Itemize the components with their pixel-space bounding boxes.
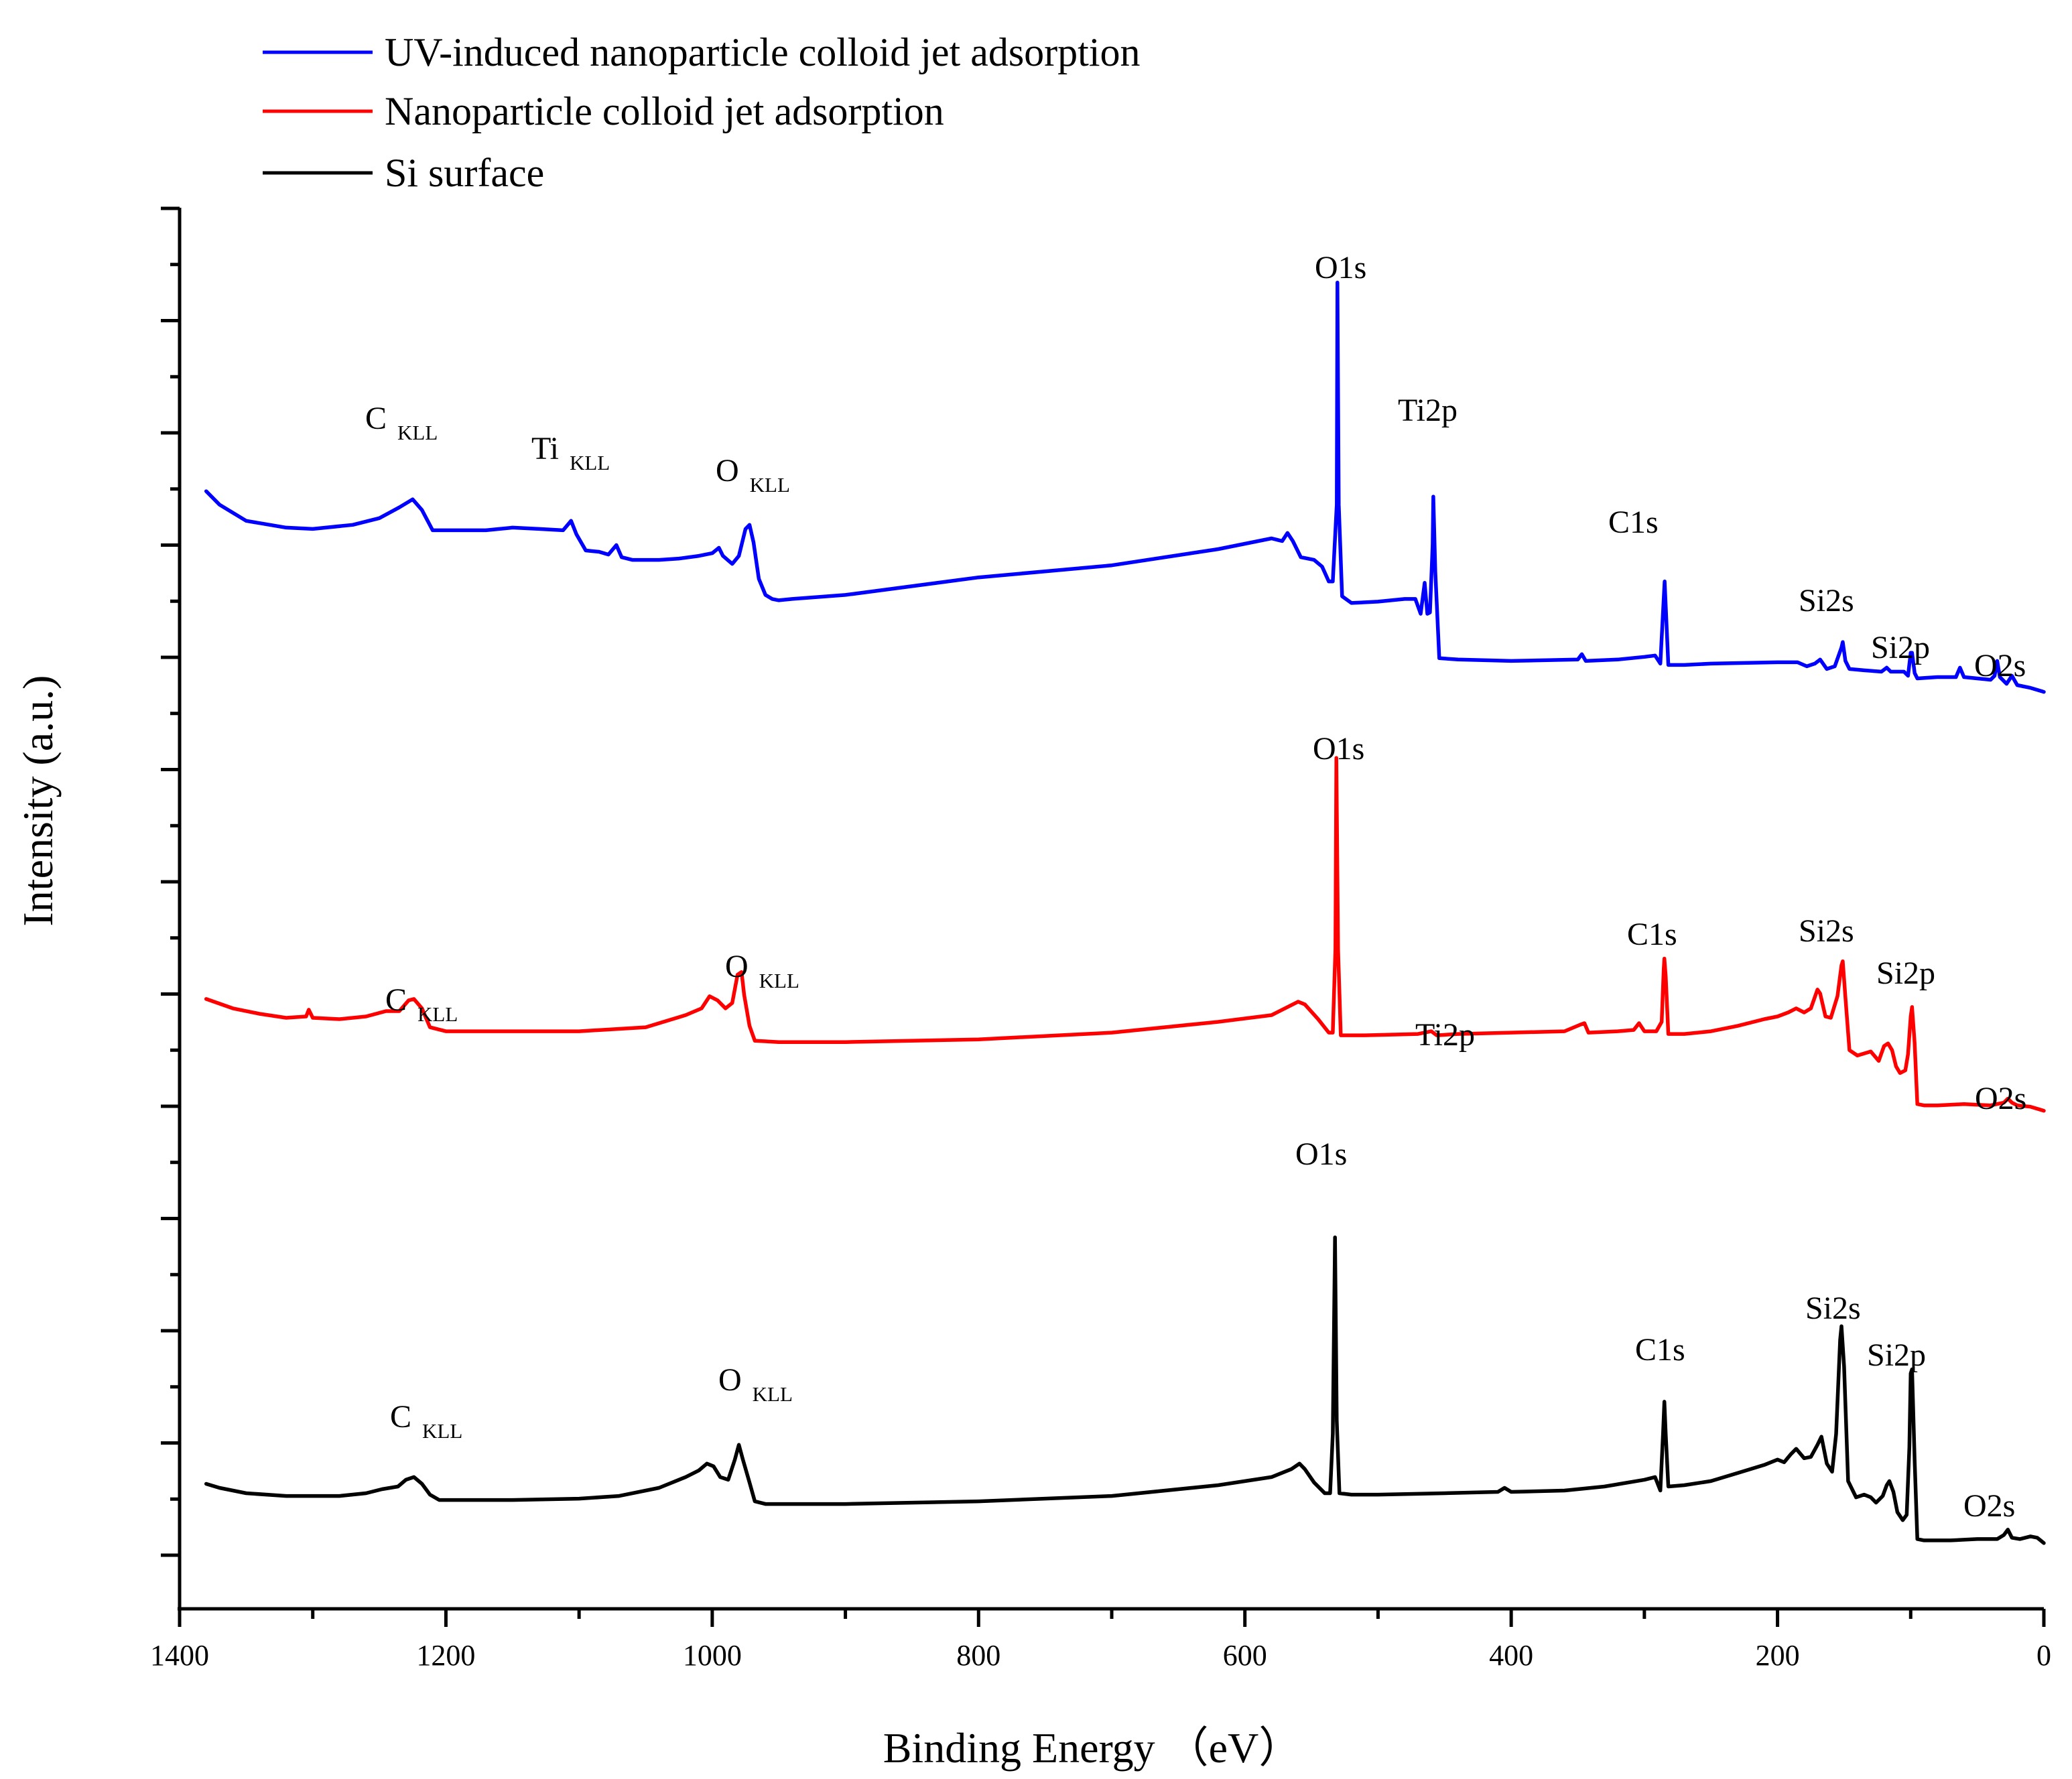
legend: UV-induced nanoparticle colloid jet adso… <box>263 30 1141 195</box>
peak-label: O2s <box>1974 648 2026 683</box>
peak-label-subscript: KLL <box>570 451 610 474</box>
x-tick-label: 400 <box>1489 1639 1533 1672</box>
x-tick-label: 1000 <box>683 1639 742 1672</box>
x-ticks: 1400 1200 1000 800 600 400 200 0 <box>150 1609 2051 1672</box>
peak-label: Ti KLL <box>531 431 610 474</box>
x-tick-label: 800 <box>956 1639 1000 1672</box>
peak-label: O1s <box>1313 731 1364 767</box>
legend-label: Nanoparticle colloid jet adsorption <box>385 89 944 133</box>
peak-label: O2s <box>1975 1081 2026 1116</box>
peak-label: Si2p <box>1871 630 1930 665</box>
series-line <box>204 1235 2046 1545</box>
legend-label: UV-induced nanoparticle colloid jet adso… <box>385 30 1141 74</box>
peak-label: C KLL <box>365 401 438 444</box>
peak-label-subscript: KLL <box>417 1002 458 1026</box>
peak-label: O1s <box>1315 250 1366 285</box>
x-tick-label: 1400 <box>150 1639 209 1672</box>
peak-label-subscript: KLL <box>750 473 790 497</box>
axes: 1400 1200 1000 800 600 400 200 0 <box>150 206 2051 1672</box>
series-layer <box>204 280 2046 1545</box>
x-tick-label: 200 <box>1756 1639 1800 1672</box>
peak-label-subscript: KLL <box>753 1382 793 1406</box>
series-line <box>204 280 2046 694</box>
x-tick-label: 0 <box>2036 1639 2051 1672</box>
y-axis-title: Intensity (a.u.) <box>14 675 62 927</box>
peak-label-subscript: KLL <box>397 421 438 444</box>
series-line <box>204 756 2046 1113</box>
peak-label: C1s <box>1635 1332 1685 1368</box>
peak-label: Ti2p <box>1415 1017 1475 1053</box>
x-axis-title: Binding Energy （eV） <box>883 1724 1302 1772</box>
legend-label: Si surface <box>385 151 544 195</box>
peak-label: C KLL <box>390 1399 462 1443</box>
peak-label: C1s <box>1627 917 1677 952</box>
x-tick-label: 600 <box>1223 1639 1267 1672</box>
peak-label-subscript: KLL <box>759 969 799 992</box>
peak-label-subscript: KLL <box>422 1419 462 1443</box>
peak-label: Si2s <box>1799 583 1854 618</box>
peak-label: Ti2p <box>1398 393 1458 428</box>
peak-label: Si2p <box>1867 1337 1926 1373</box>
peak-label: Si2p <box>1876 956 1935 991</box>
x-tick-label: 1200 <box>416 1639 475 1672</box>
peak-label: C KLL <box>385 982 458 1026</box>
peak-label: O KLL <box>716 453 790 497</box>
peak-label: Si2s <box>1805 1291 1861 1326</box>
y-ticks <box>161 206 180 1557</box>
peak-label: C1s <box>1608 505 1659 540</box>
peak-label: O2s <box>1963 1488 2015 1524</box>
peak-label: Si2s <box>1799 913 1854 949</box>
peak-label: O KLL <box>718 1362 793 1406</box>
peak-label: O1s <box>1295 1136 1347 1172</box>
